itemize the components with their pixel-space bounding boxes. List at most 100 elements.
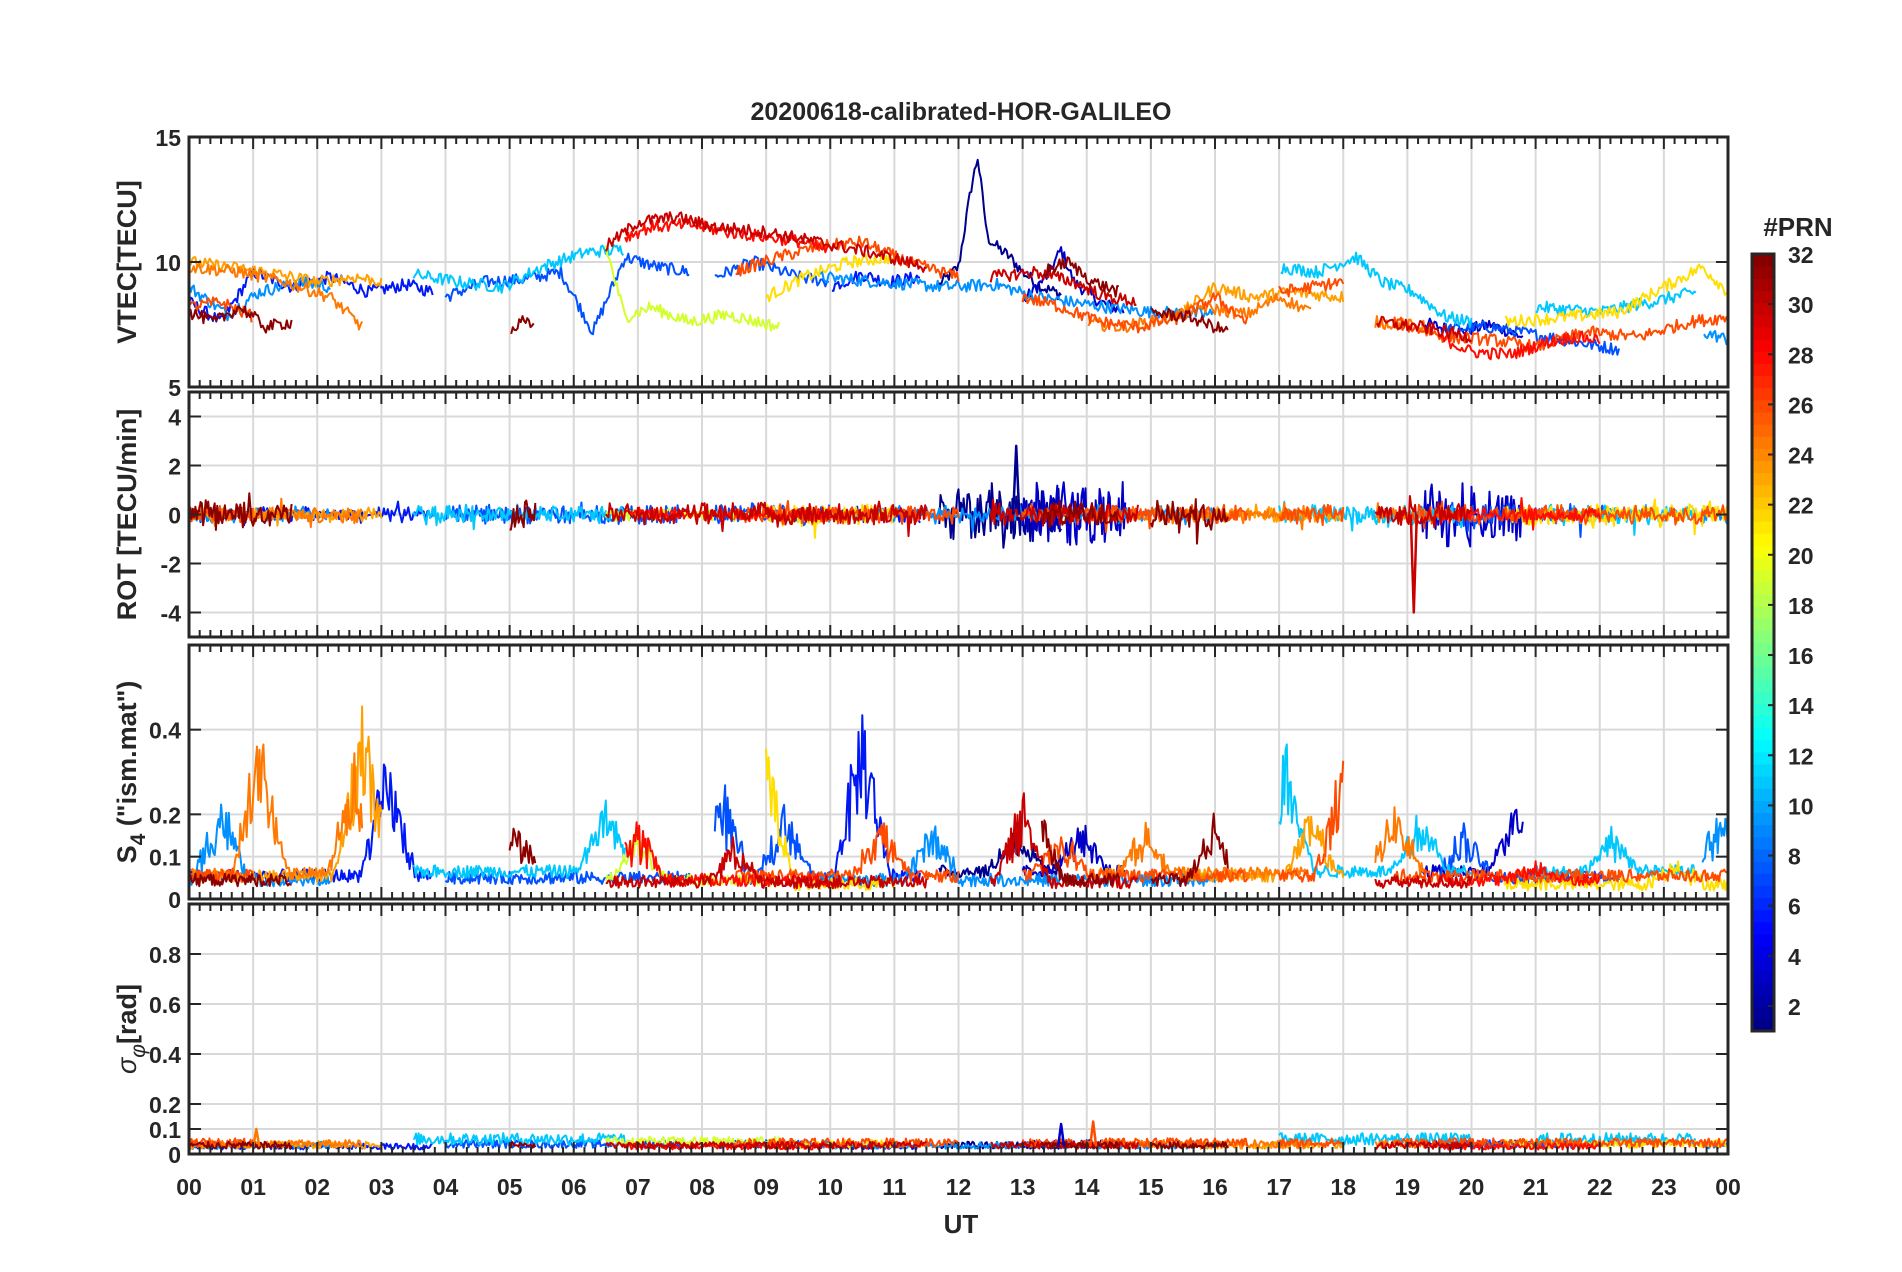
colorbar-segment xyxy=(1752,254,1774,267)
y-axis-label-s4: S4 ("ism.mat") xyxy=(112,681,150,864)
y-tick-label-s4: 0.2 xyxy=(149,802,181,828)
colorbar-segment xyxy=(1752,266,1774,279)
series-prn-1-vtec xyxy=(938,158,1062,301)
colorbar-tick-label: 18 xyxy=(1788,593,1814,619)
series-prn-21-vtec xyxy=(765,252,894,303)
colorbar-segment xyxy=(1752,399,1774,413)
colorbar-segment xyxy=(1752,909,1774,923)
panel-y-ticks xyxy=(189,953,1728,1155)
x-tick-label: 14 xyxy=(1074,1174,1100,1200)
colorbar-tick-label: 16 xyxy=(1788,643,1814,669)
y-tick-label-rot: -2 xyxy=(161,552,181,578)
colorbar-segment xyxy=(1752,1018,1774,1032)
colorbar-segment xyxy=(1752,946,1774,959)
colorbar-segment xyxy=(1752,387,1774,401)
spike-prn-1-rot xyxy=(1011,444,1021,515)
series-prn-26-vtec xyxy=(1278,278,1345,298)
x-tick-label: 07 xyxy=(625,1174,651,1200)
panel-series-group xyxy=(189,444,1728,614)
colorbar-tick-label: 2 xyxy=(1788,994,1801,1020)
colorbar-tick-label: 12 xyxy=(1788,743,1814,769)
y-tick-label-rot: 0 xyxy=(168,503,181,529)
series-prn-30-s4 xyxy=(624,821,832,888)
y-axis-label-rest: [rad] xyxy=(112,984,142,1044)
series-prn-19-vtec xyxy=(604,245,780,332)
x-tick-label: 21 xyxy=(1523,1174,1549,1200)
x-tick-label: 05 xyxy=(497,1174,523,1200)
series-prn-32-vtec xyxy=(510,315,535,335)
series-prn-24-s4 xyxy=(189,743,364,881)
x-tick-label: 18 xyxy=(1330,1174,1356,1200)
y-tick-label-s4: 0 xyxy=(168,887,181,913)
series-prn-31-rot xyxy=(604,500,928,538)
panel-x-ticks xyxy=(188,137,1729,387)
colorbar-tick-label: 14 xyxy=(1788,693,1814,719)
colorbar-tick-label: 24 xyxy=(1788,443,1814,469)
series-prn-32-vtec xyxy=(1150,307,1229,334)
series-prn-1-s4 xyxy=(938,823,1063,879)
colorbar-segment xyxy=(1752,521,1774,534)
colorbar-segment xyxy=(1752,836,1774,850)
panel-y-ticks xyxy=(189,136,1728,388)
colorbar-segment xyxy=(1752,1006,1774,1020)
series-prn-26-vtec xyxy=(1021,292,1249,334)
series-prn-32-sigma xyxy=(189,1140,293,1150)
colorbar-segment xyxy=(1752,654,1774,668)
colorbar-segment xyxy=(1752,351,1774,364)
x-tick-label: 10 xyxy=(817,1174,843,1200)
colorbar-segment xyxy=(1752,958,1774,971)
colorbar-segment xyxy=(1752,630,1774,644)
series-prn-31-vtec xyxy=(1376,315,1473,344)
panel-vtec: 5 10 15 VTEC[TECU] xyxy=(112,125,1730,401)
colorbar-segment xyxy=(1752,727,1774,741)
colorbar-segment xyxy=(1752,812,1774,826)
series-prn-11-vtec xyxy=(412,244,625,294)
colorbar-segment xyxy=(1752,508,1774,522)
spike-prn-24-sigma xyxy=(252,1127,261,1147)
x-tick-label: 23 xyxy=(1651,1174,1677,1200)
x-tick-label: 11 xyxy=(882,1174,907,1200)
x-tick-label: 03 xyxy=(369,1174,395,1200)
colorbar-segment xyxy=(1752,776,1774,789)
colorbar-tick-label: 32 xyxy=(1788,242,1814,268)
colorbar-segment xyxy=(1752,897,1774,911)
colorbar-segment xyxy=(1752,278,1774,292)
series-prn-30-vtec xyxy=(1440,330,1601,361)
colorbar-segment xyxy=(1752,375,1774,389)
series-prn-31-rot xyxy=(1374,495,1473,529)
colorbar-segment xyxy=(1752,545,1774,559)
x-tick-label: 02 xyxy=(304,1174,330,1200)
series-prn-11-s4 xyxy=(1278,743,1472,879)
series-prn-26-vtec xyxy=(735,235,960,282)
colorbar-segment xyxy=(1752,448,1774,461)
y-axis-label-main: σ xyxy=(112,1056,142,1074)
series-prn-26-s4 xyxy=(1278,760,1345,883)
colorbar-segment xyxy=(1752,970,1774,984)
colorbar-segment xyxy=(1752,703,1774,716)
colorbar-segment xyxy=(1752,436,1774,449)
colorbar-tick-label: 28 xyxy=(1788,342,1814,368)
series-prn-26-rot xyxy=(1278,503,1345,527)
y-tick-label-vtec: 5 xyxy=(168,375,181,401)
colorbar-tick-label: 8 xyxy=(1788,844,1801,870)
x-tick-label: 22 xyxy=(1587,1174,1613,1200)
colorbar-segment xyxy=(1752,982,1774,996)
y-tick-label-sigma: 0.2 xyxy=(149,1092,181,1118)
series-prn-11-sigma xyxy=(412,1132,626,1146)
x-tick-label: 12 xyxy=(946,1174,972,1200)
colorbar-frame xyxy=(1750,252,1776,1033)
series-prn-32-rot xyxy=(1041,499,1119,528)
colorbar-segment xyxy=(1752,788,1774,801)
colorbar-segment xyxy=(1752,678,1774,692)
series-prn-30-vtec xyxy=(624,218,830,254)
colorbar-label: #PRN xyxy=(1763,212,1832,242)
y-tick-label-rot: -4 xyxy=(161,601,182,627)
series-prn-21-vtec xyxy=(1504,263,1728,328)
colorbar-segment xyxy=(1752,338,1774,352)
x-axis: 00 01 02 03 04 05 06 07 08 09 10 11 12 13 14 15 16 17 18 19… xyxy=(176,1174,1741,1200)
colorbar-segment xyxy=(1752,569,1774,583)
colorbar-segment xyxy=(1752,581,1774,595)
series-prn-31-vtec xyxy=(604,211,927,273)
series-prn-26-s4 xyxy=(189,868,255,883)
